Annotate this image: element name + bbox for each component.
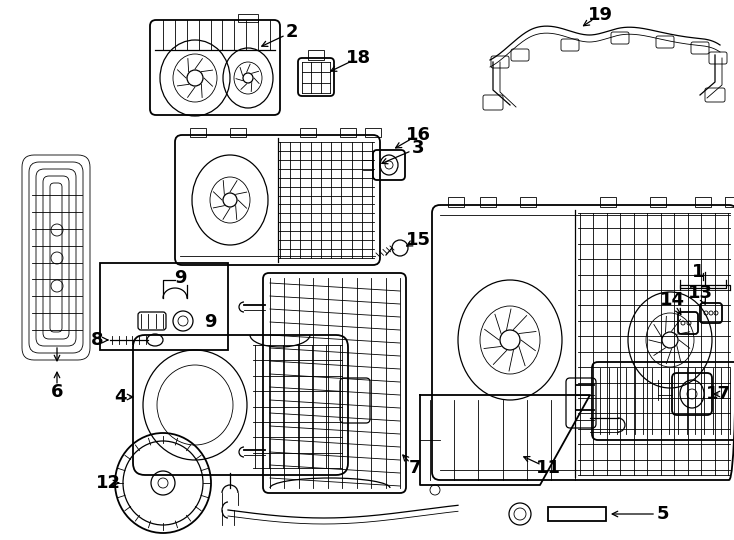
Bar bbox=[600, 197, 616, 207]
Text: 18: 18 bbox=[346, 49, 371, 67]
Bar bbox=[190, 128, 206, 137]
Text: 8: 8 bbox=[91, 331, 103, 349]
Bar bbox=[480, 197, 496, 207]
Text: 9: 9 bbox=[204, 313, 217, 331]
Bar bbox=[230, 128, 246, 137]
Text: 7: 7 bbox=[409, 459, 421, 477]
Bar bbox=[308, 50, 324, 60]
Bar bbox=[725, 197, 734, 207]
Text: 14: 14 bbox=[660, 291, 685, 309]
Bar bbox=[340, 128, 356, 137]
Text: 6: 6 bbox=[51, 383, 63, 401]
Text: 2: 2 bbox=[286, 23, 298, 41]
Text: 19: 19 bbox=[587, 6, 612, 24]
Bar bbox=[548, 507, 606, 521]
Bar bbox=[300, 128, 316, 137]
Text: 13: 13 bbox=[688, 284, 713, 302]
Text: 4: 4 bbox=[114, 388, 126, 406]
Text: 11: 11 bbox=[536, 459, 561, 477]
Bar bbox=[650, 197, 666, 207]
Text: 5: 5 bbox=[657, 505, 669, 523]
Bar bbox=[238, 14, 258, 22]
Text: 16: 16 bbox=[405, 126, 431, 144]
Bar bbox=[520, 197, 536, 207]
Text: 9: 9 bbox=[174, 269, 186, 287]
Text: 12: 12 bbox=[95, 474, 120, 492]
Bar bbox=[365, 128, 381, 137]
Text: 17: 17 bbox=[705, 385, 730, 403]
Bar bbox=[695, 197, 711, 207]
Text: 15: 15 bbox=[405, 231, 431, 249]
Text: 1: 1 bbox=[691, 263, 704, 281]
Text: 3: 3 bbox=[412, 139, 424, 157]
Bar bbox=[100, 263, 228, 350]
Bar bbox=[448, 197, 464, 207]
